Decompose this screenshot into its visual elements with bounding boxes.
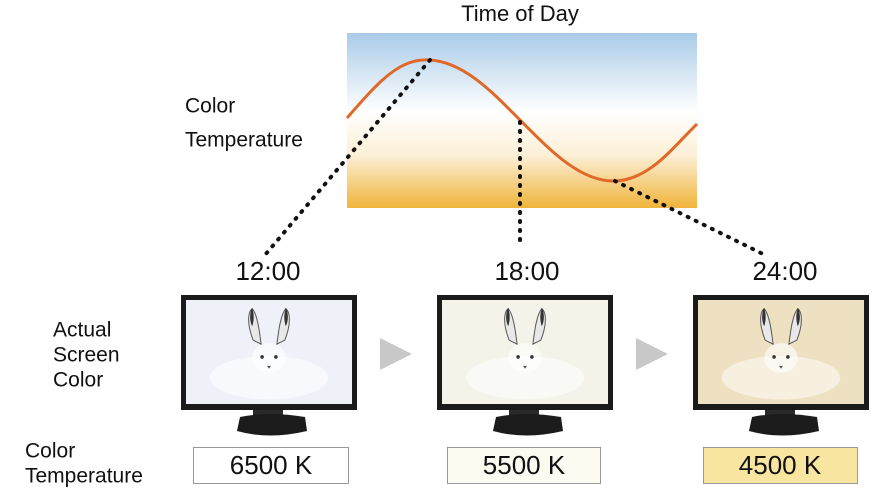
temp-value: 6500 K bbox=[230, 450, 313, 480]
temp-box bbox=[193, 447, 349, 484]
connector bbox=[613, 179, 767, 257]
time-label: 18:00 bbox=[494, 256, 559, 286]
row-label: Temperature bbox=[25, 465, 143, 488]
temp-box bbox=[447, 447, 601, 484]
temp-value: 5500 K bbox=[483, 450, 566, 480]
curve-label: Color bbox=[185, 95, 235, 118]
temp-value: 4500 K bbox=[739, 450, 822, 480]
temp-box bbox=[703, 447, 858, 484]
row-label: Color bbox=[53, 369, 103, 392]
title: Time of Day bbox=[461, 1, 579, 26]
time-label: 24:00 bbox=[752, 256, 817, 286]
curve-label: Temperature bbox=[185, 129, 303, 152]
arrow bbox=[636, 338, 668, 370]
row-label: Color bbox=[25, 440, 75, 463]
connector bbox=[263, 58, 432, 257]
connectors bbox=[263, 58, 767, 257]
row-label: Screen bbox=[53, 344, 120, 367]
row-label: Actual bbox=[53, 319, 111, 342]
arrow bbox=[380, 338, 412, 370]
time-label: 12:00 bbox=[235, 256, 300, 286]
